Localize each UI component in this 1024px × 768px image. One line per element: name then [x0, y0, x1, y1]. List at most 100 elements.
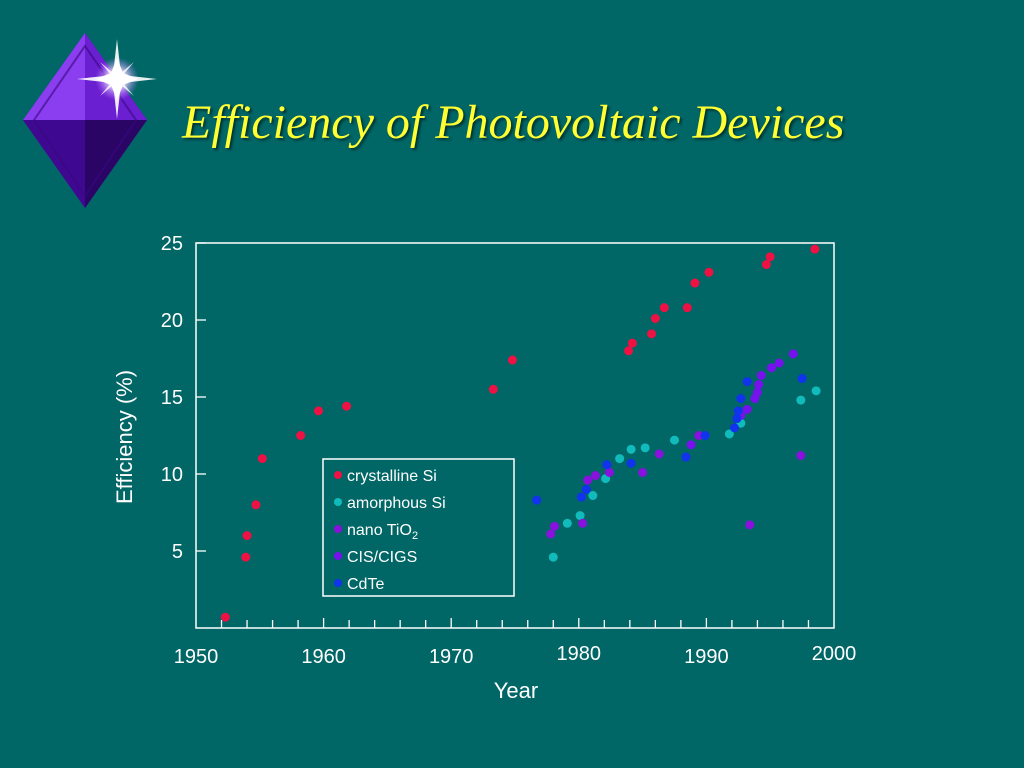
- legend-label: nano TiO2: [347, 522, 418, 542]
- data-point: [761, 260, 771, 270]
- data-point: [550, 521, 560, 531]
- series-points: [548, 386, 821, 562]
- data-point: [690, 278, 700, 288]
- data-point: [704, 267, 714, 277]
- y-axis-ticks: [196, 242, 206, 552]
- data-point: [742, 404, 752, 414]
- data-point: [638, 467, 648, 477]
- x-tick-label: 1960: [301, 646, 346, 668]
- data-point: [733, 406, 743, 416]
- data-point: [745, 520, 755, 530]
- data-point: [532, 495, 542, 505]
- purple-diamond-star-icon: [23, 33, 157, 208]
- data-point: [575, 511, 585, 521]
- data-point: [654, 449, 664, 459]
- data-point: [765, 252, 775, 262]
- x-tick-label: 2000: [812, 643, 857, 665]
- data-point: [257, 454, 267, 464]
- legend-label: amorphous Si: [347, 495, 446, 512]
- data-point: [626, 444, 636, 454]
- data-point: [774, 358, 784, 368]
- data-point: [810, 244, 820, 254]
- data-point: [626, 458, 636, 468]
- data-point: [624, 346, 634, 356]
- data-point: [682, 303, 692, 313]
- legend-marker: [334, 471, 342, 479]
- data-point: [681, 452, 691, 462]
- data-point: [694, 431, 704, 440]
- legend-box: [322, 458, 515, 597]
- y-tick-label: 15: [161, 387, 183, 409]
- data-point: [488, 384, 498, 394]
- data-points: [220, 244, 821, 622]
- legend-label: CdTe: [347, 576, 384, 593]
- data-point: [615, 454, 625, 464]
- data-point: [342, 401, 352, 411]
- y-tick-label: 20: [161, 310, 183, 332]
- data-point: [296, 431, 306, 440]
- data-point: [752, 387, 762, 397]
- data-point: [797, 374, 807, 384]
- data-point: [313, 406, 323, 416]
- data-point: [796, 395, 806, 405]
- legend-marker: [334, 525, 342, 533]
- data-point: [756, 370, 766, 380]
- data-point: [627, 338, 637, 348]
- data-point: [546, 529, 556, 539]
- data-point: [581, 484, 591, 494]
- x-tick-label: 1990: [684, 646, 729, 668]
- plot-area: [195, 242, 835, 629]
- data-point: [588, 491, 598, 501]
- x-tick-label: 1970: [429, 646, 474, 668]
- y-axis-label: Efficiency (%): [112, 370, 137, 504]
- data-point: [766, 363, 776, 373]
- data-point: [796, 451, 806, 461]
- data-point: [251, 500, 261, 510]
- data-point: [754, 380, 764, 390]
- x-axis-ticks: [220, 618, 810, 628]
- legend-marker: [334, 579, 342, 587]
- x-tick-label: 1980: [557, 643, 602, 665]
- data-point: [578, 518, 588, 528]
- series-points: [220, 244, 820, 622]
- legend-label: CIS/CIGS: [347, 549, 417, 566]
- legend-marker: [334, 552, 342, 560]
- x-axis-label: Year: [494, 678, 538, 703]
- data-point: [241, 552, 251, 562]
- legend: crystalline Si amorphous Si nano TiO2 CIS/C…: [322, 458, 515, 597]
- data-point: [788, 349, 798, 359]
- data-point: [576, 492, 586, 502]
- y-tick-label: 10: [161, 464, 183, 486]
- legend-marker: [334, 498, 342, 506]
- data-point: [590, 471, 600, 481]
- data-point: [604, 467, 614, 477]
- data-point: [242, 531, 252, 541]
- legend-label: crystalline Si: [347, 468, 437, 485]
- slide-title: Efficiency of Photovoltaic Devices: [182, 96, 845, 149]
- x-axis-tick-labels: 1950 1960 1970 1980 1990 2000: [174, 643, 857, 668]
- data-point: [736, 394, 746, 404]
- data-point: [686, 440, 696, 450]
- y-axis-tick-labels: 5 10 15 20 25: [161, 233, 183, 563]
- data-point: [729, 423, 739, 433]
- data-point: [650, 313, 660, 323]
- data-point: [732, 414, 742, 424]
- series-points: [546, 431, 806, 539]
- data-point: [811, 386, 821, 396]
- data-point: [548, 552, 558, 562]
- data-point: [659, 303, 669, 313]
- y-tick-label: 25: [161, 233, 183, 255]
- x-tick-label: 1950: [174, 646, 219, 668]
- data-point: [647, 329, 657, 339]
- data-point: [602, 460, 612, 470]
- series-points: [532, 374, 807, 505]
- data-point: [562, 518, 572, 528]
- data-point: [700, 431, 710, 440]
- data-point: [507, 355, 517, 365]
- data-point: [220, 612, 230, 622]
- y-tick-label: 5: [172, 541, 183, 563]
- data-point: [742, 377, 752, 387]
- data-point: [724, 429, 734, 439]
- series-points: [686, 349, 798, 450]
